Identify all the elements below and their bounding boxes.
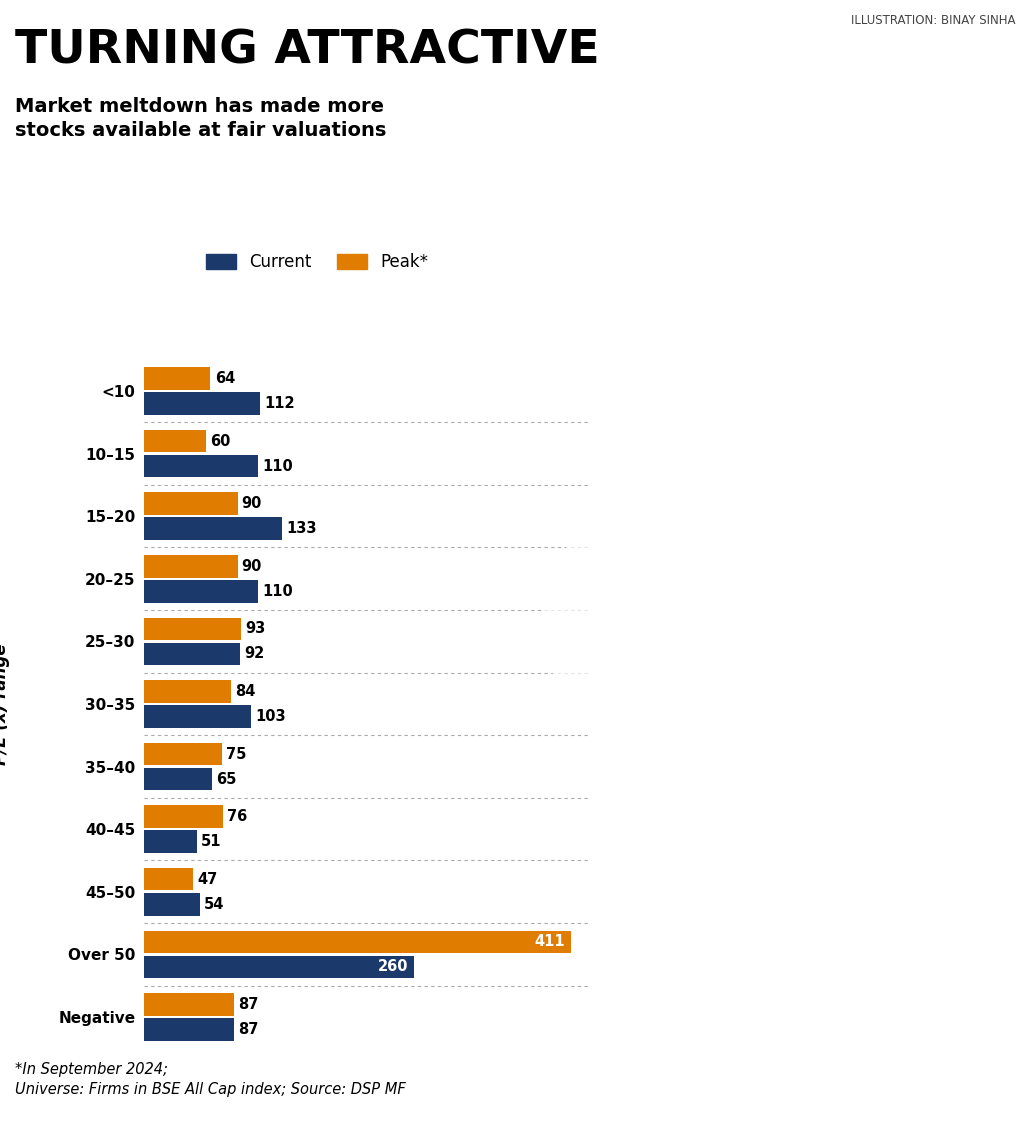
Text: 54: 54 [205, 897, 224, 912]
Bar [144, 643, 240, 665]
Text: 87: 87 [238, 1021, 259, 1037]
Bar [144, 993, 234, 1016]
Bar [144, 830, 197, 853]
Bar [144, 455, 258, 478]
Text: Market meltdown has made more
stocks available at fair valuations: Market meltdown has made more stocks ava… [15, 97, 387, 140]
Text: 90: 90 [242, 496, 262, 511]
Bar [144, 805, 223, 828]
Bar [144, 555, 237, 578]
Bar [144, 743, 222, 765]
Text: 103: 103 [255, 709, 286, 724]
Text: 87: 87 [238, 996, 259, 1012]
Bar [144, 492, 237, 515]
Text: 90: 90 [242, 559, 262, 573]
Ellipse shape [544, 480, 845, 767]
Bar [144, 1018, 234, 1041]
Text: 60: 60 [211, 433, 231, 448]
Text: 92: 92 [244, 646, 264, 661]
Text: 110: 110 [262, 458, 293, 473]
Y-axis label: P/E (x) range: P/E (x) range [0, 643, 10, 765]
Text: 112: 112 [264, 396, 295, 412]
Text: ILLUSTRATION: BINAY SINHA: ILLUSTRATION: BINAY SINHA [851, 14, 1016, 26]
Text: 93: 93 [245, 621, 265, 636]
Bar [144, 618, 241, 640]
Text: *In September 2024;
Universe: Firms in BSE All Cap index; Source: DSP MF: *In September 2024; Universe: Firms in B… [15, 1062, 406, 1098]
Bar [144, 706, 251, 727]
Text: 411: 411 [535, 935, 565, 950]
Bar [144, 392, 260, 415]
Bar [144, 868, 193, 890]
Text: 47: 47 [197, 872, 217, 887]
Text: 260: 260 [377, 960, 408, 975]
Bar [144, 893, 200, 915]
Text: 65: 65 [216, 772, 236, 787]
Bar [144, 768, 212, 790]
Bar [144, 930, 572, 953]
Text: TURNING ATTRACTIVE: TURNING ATTRACTIVE [15, 28, 600, 73]
Bar [144, 430, 207, 453]
Text: 76: 76 [227, 809, 248, 824]
Bar [144, 580, 258, 603]
Text: 84: 84 [235, 684, 256, 699]
Text: 133: 133 [287, 521, 317, 536]
Bar [144, 518, 283, 540]
Text: 110: 110 [262, 584, 293, 599]
Text: 51: 51 [201, 834, 222, 849]
Bar [144, 367, 211, 390]
Bar [144, 681, 231, 702]
Legend: Current, Peak*: Current, Peak* [206, 253, 428, 271]
Bar [144, 955, 414, 978]
Text: 75: 75 [226, 747, 247, 762]
Text: 64: 64 [215, 370, 234, 386]
